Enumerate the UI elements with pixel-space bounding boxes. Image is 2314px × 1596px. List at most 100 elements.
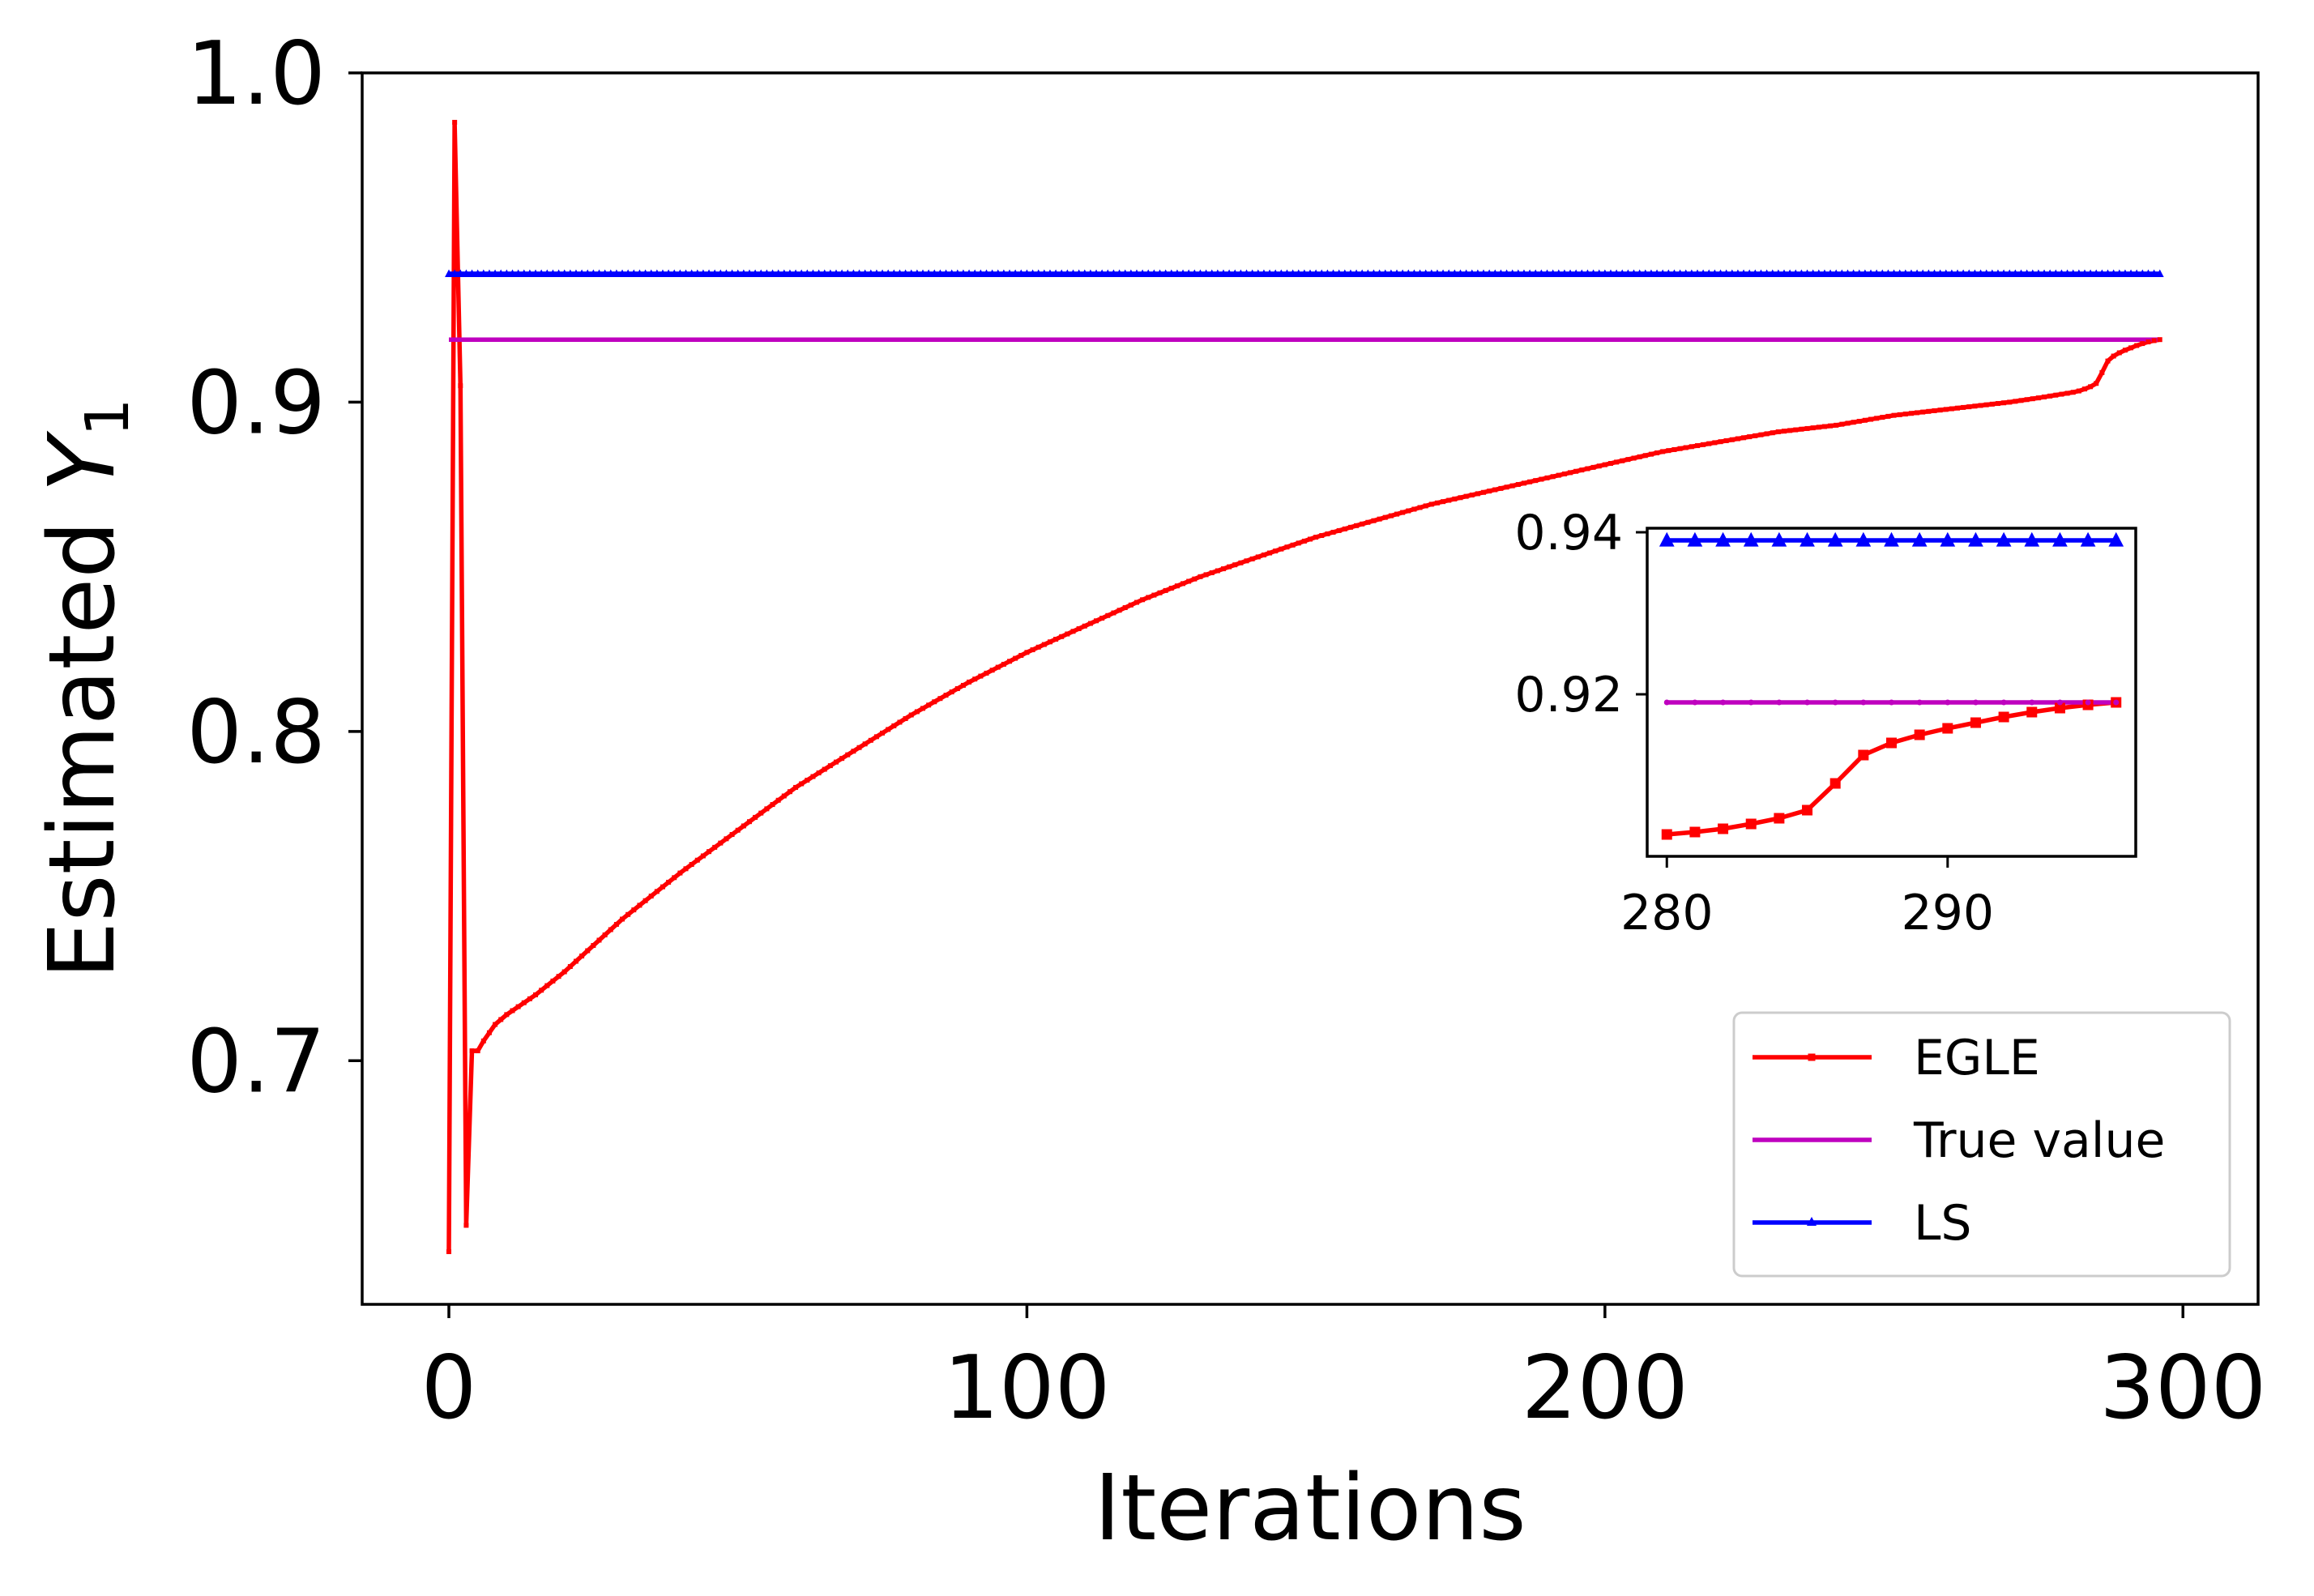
ls-marker [1491, 269, 1500, 277]
ls-marker [1919, 269, 1928, 277]
egle-marker [486, 1030, 492, 1035]
egle-marker [1851, 420, 1856, 425]
egle-marker [1868, 416, 1874, 422]
egle-marker [908, 712, 914, 718]
ls-marker [1057, 269, 1066, 277]
egle-marker [1140, 597, 1146, 603]
ls-marker [1167, 269, 1176, 277]
egle-marker [862, 741, 868, 747]
ls-marker [1699, 269, 1708, 277]
egle-marker [1770, 430, 1775, 436]
ls-marker [630, 269, 638, 277]
egle-marker [1035, 644, 1041, 650]
ls-marker [1895, 269, 1904, 277]
ls-marker [1867, 269, 1875, 277]
egle-marker [2042, 394, 2047, 399]
egle-marker [446, 1248, 452, 1254]
ls-marker [1513, 269, 1522, 277]
egle-marker [2007, 399, 2013, 405]
egle-marker [683, 866, 689, 872]
egle-marker [1255, 554, 1261, 560]
egle-marker [1452, 496, 1458, 501]
inset-chart: 280 290 0.92 0.94 [1514, 505, 2137, 941]
inset-true-marker [1720, 699, 1727, 706]
egle-marker [620, 916, 625, 922]
egle-marker [458, 383, 463, 389]
egle-marker [1203, 572, 1209, 578]
ls-marker [2115, 269, 2124, 277]
ls-marker [624, 269, 633, 277]
ls-marker [1086, 269, 1095, 277]
egle-marker [1382, 514, 1388, 520]
egle-marker [1116, 608, 1122, 613]
egle-marker [891, 723, 897, 728]
inset-ls-marker [1743, 531, 1759, 547]
ls-marker [554, 269, 563, 277]
ls-marker [1693, 269, 1701, 277]
egle-marker [1099, 616, 1105, 621]
egle-marker [1146, 595, 1151, 600]
egle-marker [805, 777, 810, 783]
ls-marker [532, 269, 540, 277]
egle-marker [1394, 511, 1400, 517]
egle-marker [2030, 396, 2035, 402]
egle-marker [1244, 558, 1249, 564]
ls-marker [2034, 269, 2043, 277]
ls-marker [907, 269, 916, 277]
inset-true-marker [1692, 699, 1698, 706]
inset-egle-marker [1718, 823, 1729, 834]
egle-marker [1666, 448, 1671, 454]
egle-marker [1966, 404, 1972, 410]
egle-marker [1712, 440, 1718, 446]
egle-marker [1018, 652, 1024, 658]
egle-marker [1539, 476, 1544, 482]
ls-marker [578, 269, 587, 277]
ls-marker [1994, 269, 2002, 277]
egle-marker [613, 921, 619, 927]
ls-marker [2155, 269, 2164, 277]
ls-marker [693, 269, 702, 277]
egle-marker [856, 745, 862, 750]
egle-marker [1943, 407, 1949, 412]
inset-true-marker [2085, 699, 2091, 706]
ls-marker [1283, 269, 1291, 277]
egle-marker [868, 737, 873, 743]
ls-marker [1982, 269, 1991, 277]
egle-marker [2076, 388, 2081, 394]
egle-marker [960, 682, 966, 688]
egle-marker [1174, 583, 1180, 589]
ls-marker [1445, 269, 1454, 277]
egle-marker [1908, 411, 1914, 416]
x-tick-label: 200 [1522, 1338, 1689, 1439]
ls-marker [514, 269, 523, 277]
ls-marker [1259, 269, 1268, 277]
egle-marker [2122, 348, 2128, 353]
inset-egle-marker [1914, 729, 1925, 740]
egle-marker [926, 702, 932, 708]
egle-marker [637, 903, 643, 908]
ls-marker [1433, 269, 1441, 277]
ls-marker [1207, 269, 1216, 277]
ls-marker [1554, 269, 1563, 277]
egle-marker [1238, 560, 1244, 565]
inset-true-marker [2113, 699, 2120, 706]
main-series-layer [445, 119, 2164, 1254]
ls-marker [1740, 269, 1748, 277]
egle-marker [585, 948, 591, 954]
legend-item-true-value: True value [1753, 1112, 2165, 1169]
ls-marker [1011, 269, 1020, 277]
egle-marker [521, 1000, 527, 1005]
ls-marker [1838, 269, 1847, 277]
ls-marker [779, 269, 788, 277]
ls-marker [2005, 269, 2014, 277]
egle-marker [1492, 487, 1498, 493]
egle-marker [1775, 429, 1781, 434]
ls-marker [2144, 269, 2153, 277]
egle-marker [1469, 493, 1475, 498]
ls-marker [560, 269, 569, 277]
egle-marker [1347, 524, 1353, 530]
egle-marker [810, 774, 816, 779]
egle-marker [1735, 436, 1740, 442]
egle-marker [851, 749, 856, 754]
egle-marker [839, 756, 845, 762]
